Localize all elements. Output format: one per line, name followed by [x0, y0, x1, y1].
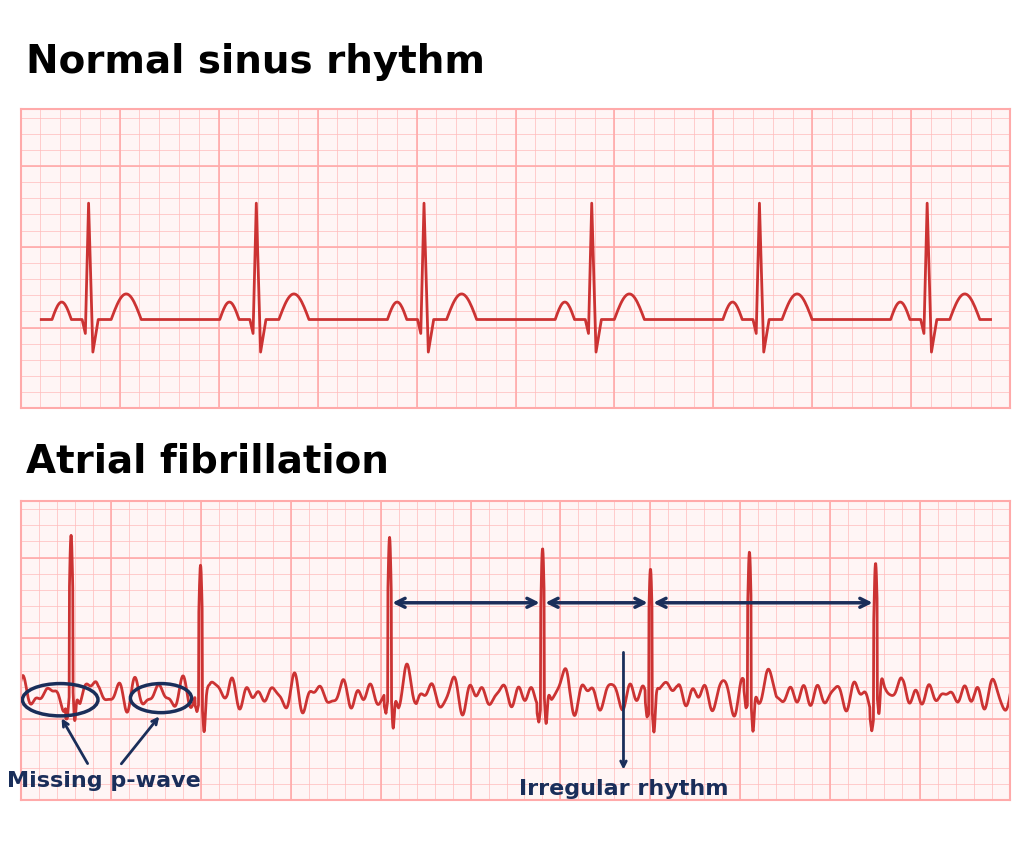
Text: Missing p-wave: Missing p-wave: [6, 770, 200, 791]
Text: Normal sinus rhythm: Normal sinus rhythm: [26, 43, 485, 81]
Text: Atrial fibrillation: Atrial fibrillation: [26, 443, 389, 481]
Text: Irregular rhythm: Irregular rhythm: [519, 779, 728, 799]
